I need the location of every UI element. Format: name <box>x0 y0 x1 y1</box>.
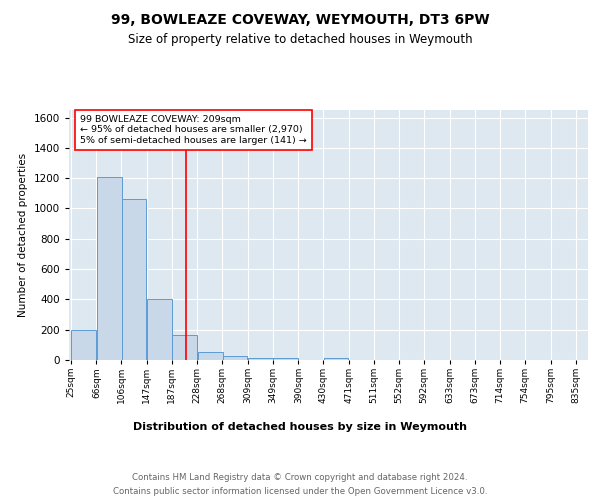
Bar <box>198 352 223 360</box>
Text: Contains HM Land Registry data © Crown copyright and database right 2024.: Contains HM Land Registry data © Crown c… <box>132 472 468 482</box>
Y-axis label: Number of detached properties: Number of detached properties <box>18 153 28 317</box>
Bar <box>323 358 349 360</box>
Bar <box>273 358 298 360</box>
Text: Contains public sector information licensed under the Open Government Licence v3: Contains public sector information licen… <box>113 488 487 496</box>
Text: 99, BOWLEAZE COVEWAY, WEYMOUTH, DT3 6PW: 99, BOWLEAZE COVEWAY, WEYMOUTH, DT3 6PW <box>110 12 490 26</box>
Bar <box>97 176 122 360</box>
Bar <box>248 358 273 360</box>
Text: 99 BOWLEAZE COVEWAY: 209sqm
← 95% of detached houses are smaller (2,970)
5% of s: 99 BOWLEAZE COVEWAY: 209sqm ← 95% of det… <box>80 115 307 145</box>
Text: Size of property relative to detached houses in Weymouth: Size of property relative to detached ho… <box>128 32 472 46</box>
Text: Distribution of detached houses by size in Weymouth: Distribution of detached houses by size … <box>133 422 467 432</box>
Bar <box>172 335 197 360</box>
Bar <box>122 198 146 360</box>
Bar <box>147 300 172 360</box>
Bar <box>71 330 96 360</box>
Bar <box>223 356 247 360</box>
